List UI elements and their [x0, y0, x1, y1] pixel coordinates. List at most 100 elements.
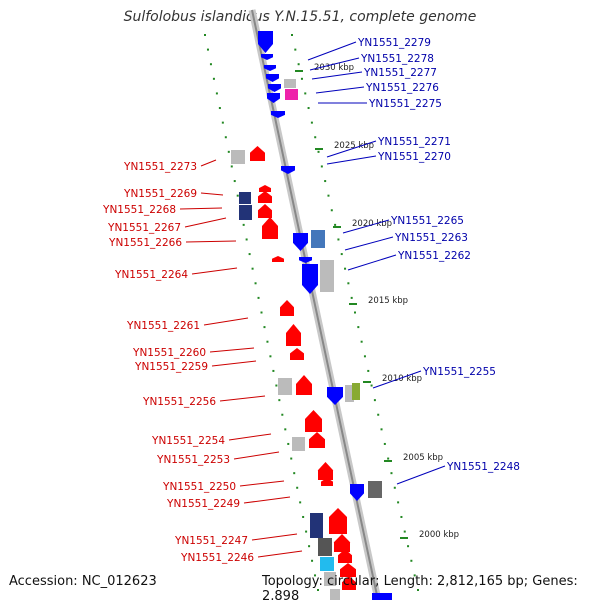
- gene-block: [239, 192, 251, 204]
- gene-arrow-forward: [342, 576, 356, 590]
- gene-arrow-forward: [309, 432, 325, 448]
- right-tick-track: [324, 180, 327, 183]
- right-tick-track: [410, 559, 413, 562]
- right-tick-track: [393, 486, 396, 489]
- left-tick-track: [281, 413, 284, 416]
- gene-arrow-forward: [318, 462, 333, 480]
- left-tick-track: [275, 384, 278, 387]
- right-tick-track: [300, 77, 303, 80]
- gene-label-forward: YN1551_2260: [132, 347, 206, 359]
- gene-block: [285, 89, 298, 100]
- gene-block: [318, 538, 332, 556]
- left-tick-track: [266, 340, 269, 343]
- gene-label-forward: YN1551_2259: [134, 361, 208, 373]
- right-tick-track: [390, 472, 393, 475]
- gene-label-forward: YN1551_2247: [174, 535, 248, 547]
- right-tick-track: [327, 194, 330, 197]
- label-leader-left: [219, 395, 266, 402]
- gene-arrow-reverse: [299, 257, 312, 263]
- gene-label-forward: YN1551_2253: [156, 454, 230, 466]
- right-tick-track: [397, 501, 400, 504]
- gene-label-forward: YN1551_2250: [162, 481, 236, 493]
- gene-block: [310, 513, 323, 538]
- left-tick-track: [305, 530, 308, 533]
- kbp-label: 2010 kbp: [382, 374, 422, 384]
- gene-arrow-forward: [272, 256, 284, 262]
- gene-label-reverse: YN1551_2255: [422, 366, 496, 378]
- left-tick-track: [204, 34, 206, 36]
- gene-block: [284, 79, 296, 88]
- gene-arrow-reverse: [267, 93, 280, 103]
- right-tick-track: [337, 238, 340, 241]
- label-leader-right: [326, 140, 377, 158]
- left-tick-track: [221, 121, 224, 124]
- gene-label-forward: YN1551_2254: [151, 435, 225, 447]
- left-tick-track: [257, 296, 260, 299]
- label-leader-right: [307, 41, 357, 61]
- right-tick-track: [317, 150, 320, 153]
- gene-arrow-reverse: [327, 387, 343, 405]
- kbp-label: 2000 kbp: [419, 530, 459, 540]
- right-tick-track: [400, 515, 403, 518]
- gene-block: [324, 572, 336, 586]
- label-leader-left: [211, 360, 257, 367]
- gene-block: [320, 557, 334, 571]
- label-leader-left: [203, 317, 249, 326]
- gene-label-reverse: YN1551_2277: [363, 67, 437, 79]
- left-tick-track: [284, 428, 287, 431]
- label-leader-right: [315, 86, 365, 94]
- kbp-label: 2030 kbp: [314, 63, 354, 73]
- right-tick-track: [350, 296, 353, 299]
- right-tick-track: [320, 165, 323, 168]
- right-tick-track: [377, 413, 380, 416]
- gene-block: [239, 205, 252, 220]
- gene-block: [352, 383, 360, 400]
- right-tick-track: [383, 442, 386, 445]
- kbp-label: 2020 kbp: [352, 219, 392, 229]
- gene-arrow-forward: [290, 348, 304, 360]
- gene-arrow-forward: [258, 191, 272, 203]
- gene-label-forward: YN1551_2249: [166, 498, 240, 510]
- left-tick-track: [263, 326, 266, 329]
- label-leader-right: [372, 370, 422, 389]
- gene-label-reverse: YN1551_2262: [397, 250, 471, 262]
- label-leader-right: [311, 71, 363, 80]
- gene-arrow-reverse: [281, 166, 295, 174]
- gene-block: [278, 378, 292, 395]
- gene-label-reverse: YN1551_2271: [377, 136, 451, 148]
- gene-block: [372, 593, 392, 600]
- left-tick-track: [299, 501, 302, 504]
- label-leader-right: [342, 219, 390, 234]
- left-tick-track: [293, 472, 296, 475]
- right-tick-track: [307, 107, 310, 110]
- gene-arrow-reverse: [271, 111, 285, 118]
- left-tick-track: [245, 238, 248, 241]
- left-tick-track: [212, 77, 215, 80]
- left-tick-track: [269, 355, 272, 358]
- right-tick-track: [344, 267, 347, 270]
- gene-block: [320, 260, 334, 292]
- right-tick-track: [380, 428, 383, 431]
- gene-label-reverse: YN1551_2276: [365, 82, 439, 94]
- gene-arrow-forward: [296, 375, 312, 395]
- gene-arrow-reverse: [350, 484, 364, 501]
- right-tick-track: [291, 34, 293, 36]
- left-tick-track: [248, 253, 251, 256]
- genome-backbone-core: [251, 9, 379, 600]
- label-leader-left: [191, 267, 238, 275]
- left-tick-track: [278, 399, 281, 402]
- gene-arrow-forward: [338, 549, 352, 563]
- gene-label-forward: YN1551_2267: [107, 222, 181, 234]
- gene-label-forward: YN1551_2264: [114, 269, 188, 281]
- label-leader-right: [326, 155, 377, 165]
- right-tick-track: [360, 340, 363, 343]
- accession-text: Accession: NC_012623: [9, 574, 157, 589]
- gene-label-reverse: YN1551_2275: [368, 98, 442, 110]
- left-tick-track: [227, 150, 230, 153]
- label-leader-left: [184, 217, 227, 228]
- left-tick-track: [290, 457, 293, 460]
- right-tick-track: [347, 282, 350, 285]
- gene-arrow-forward: [280, 300, 294, 316]
- right-tick-track: [367, 369, 370, 372]
